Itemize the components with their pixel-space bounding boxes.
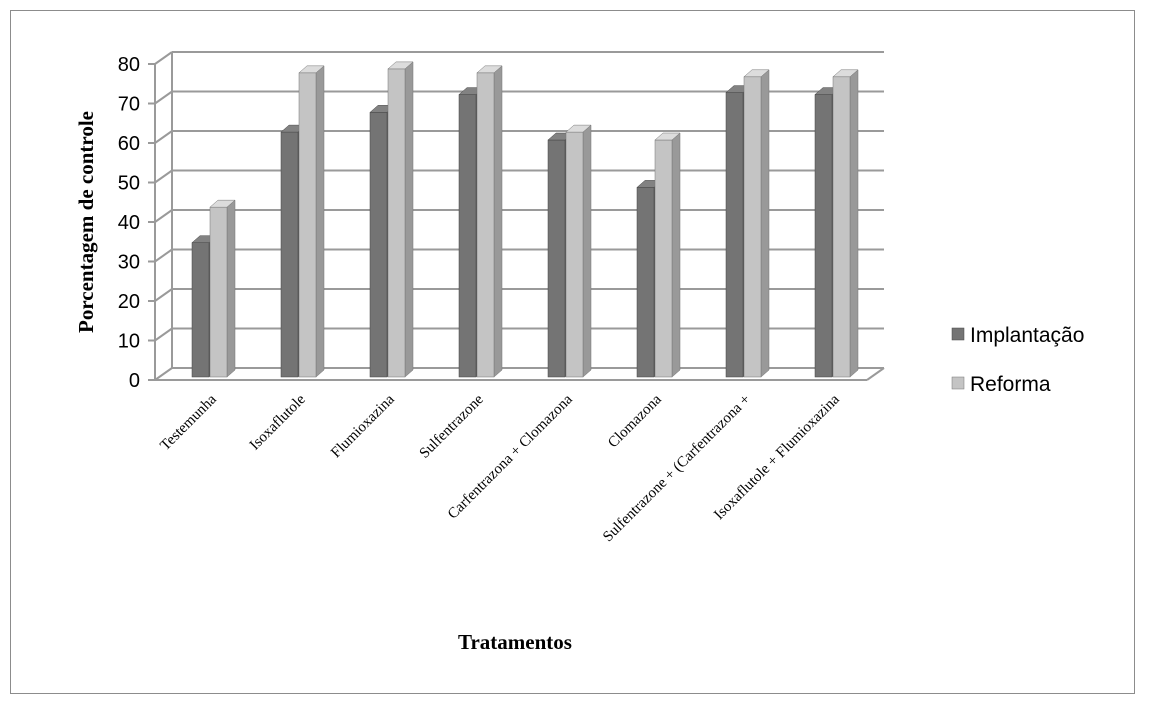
legend-item-reforma: Reforma — [951, 373, 1051, 396]
legend: Implantação Reforma — [951, 324, 1084, 396]
bar-reforma-7 — [832, 69, 859, 378]
y-tick-label: 70 — [118, 94, 140, 116]
x-axis-label: Tratamentos — [458, 630, 572, 654]
gridline-side — [154, 248, 173, 263]
y-tick-label: 60 — [118, 133, 140, 155]
y-tick-label: 10 — [118, 331, 140, 353]
gridline-side — [154, 130, 173, 144]
x-tick-label: Testemunha — [157, 391, 220, 454]
bar-reforma-1 — [298, 65, 325, 378]
chart-grid — [148, 51, 885, 381]
gridline-side — [154, 90, 173, 105]
y-tick-label: 40 — [118, 212, 140, 234]
gridline-side — [154, 169, 173, 184]
legend-swatch — [951, 376, 965, 390]
bar-reforma-4 — [565, 124, 592, 378]
x-tick-label: Sulfentrazone — [417, 391, 487, 461]
y-axis-label: Porcentagem de controle — [74, 111, 98, 333]
gridline-side — [154, 327, 173, 342]
legend-label: Implantação — [970, 324, 1084, 347]
y-tick-label: 80 — [118, 54, 140, 76]
bar-reforma-5 — [654, 132, 681, 378]
bar-reforma-6 — [743, 69, 770, 378]
legend-label: Reforma — [970, 373, 1051, 396]
legend-swatch — [951, 327, 965, 341]
gridline-side — [154, 51, 173, 65]
legend-item-implantacao: Implantação — [951, 324, 1084, 347]
y-tick-label: 20 — [118, 291, 140, 313]
x-tick-label: Flumioxazina — [328, 391, 398, 461]
y-tick-label: 30 — [118, 252, 140, 274]
x-axis-ticks: Testemunha Isoxaflutole Flumioxazina Sulfen… — [157, 391, 843, 545]
bar-reforma-3 — [476, 65, 503, 378]
gridline-side — [154, 367, 173, 381]
x-tick-label: Isoxaflutole — [247, 391, 309, 453]
floor-edge — [866, 367, 885, 381]
gridline-side — [154, 209, 173, 223]
gridline-side — [154, 288, 173, 302]
chart-bars — [191, 61, 859, 378]
bar-reforma-0 — [209, 199, 236, 378]
x-tick-label: Clomazona — [605, 391, 665, 451]
y-tick-label: 50 — [118, 173, 140, 195]
x-tick-label: Sulfentrazone + (Carfentrazona + — [600, 392, 754, 546]
y-axis-ticks: 0 10 20 30 40 50 60 70 80 — [118, 54, 140, 392]
bar-reforma-2 — [387, 61, 414, 378]
y-tick-label: 0 — [129, 370, 140, 392]
